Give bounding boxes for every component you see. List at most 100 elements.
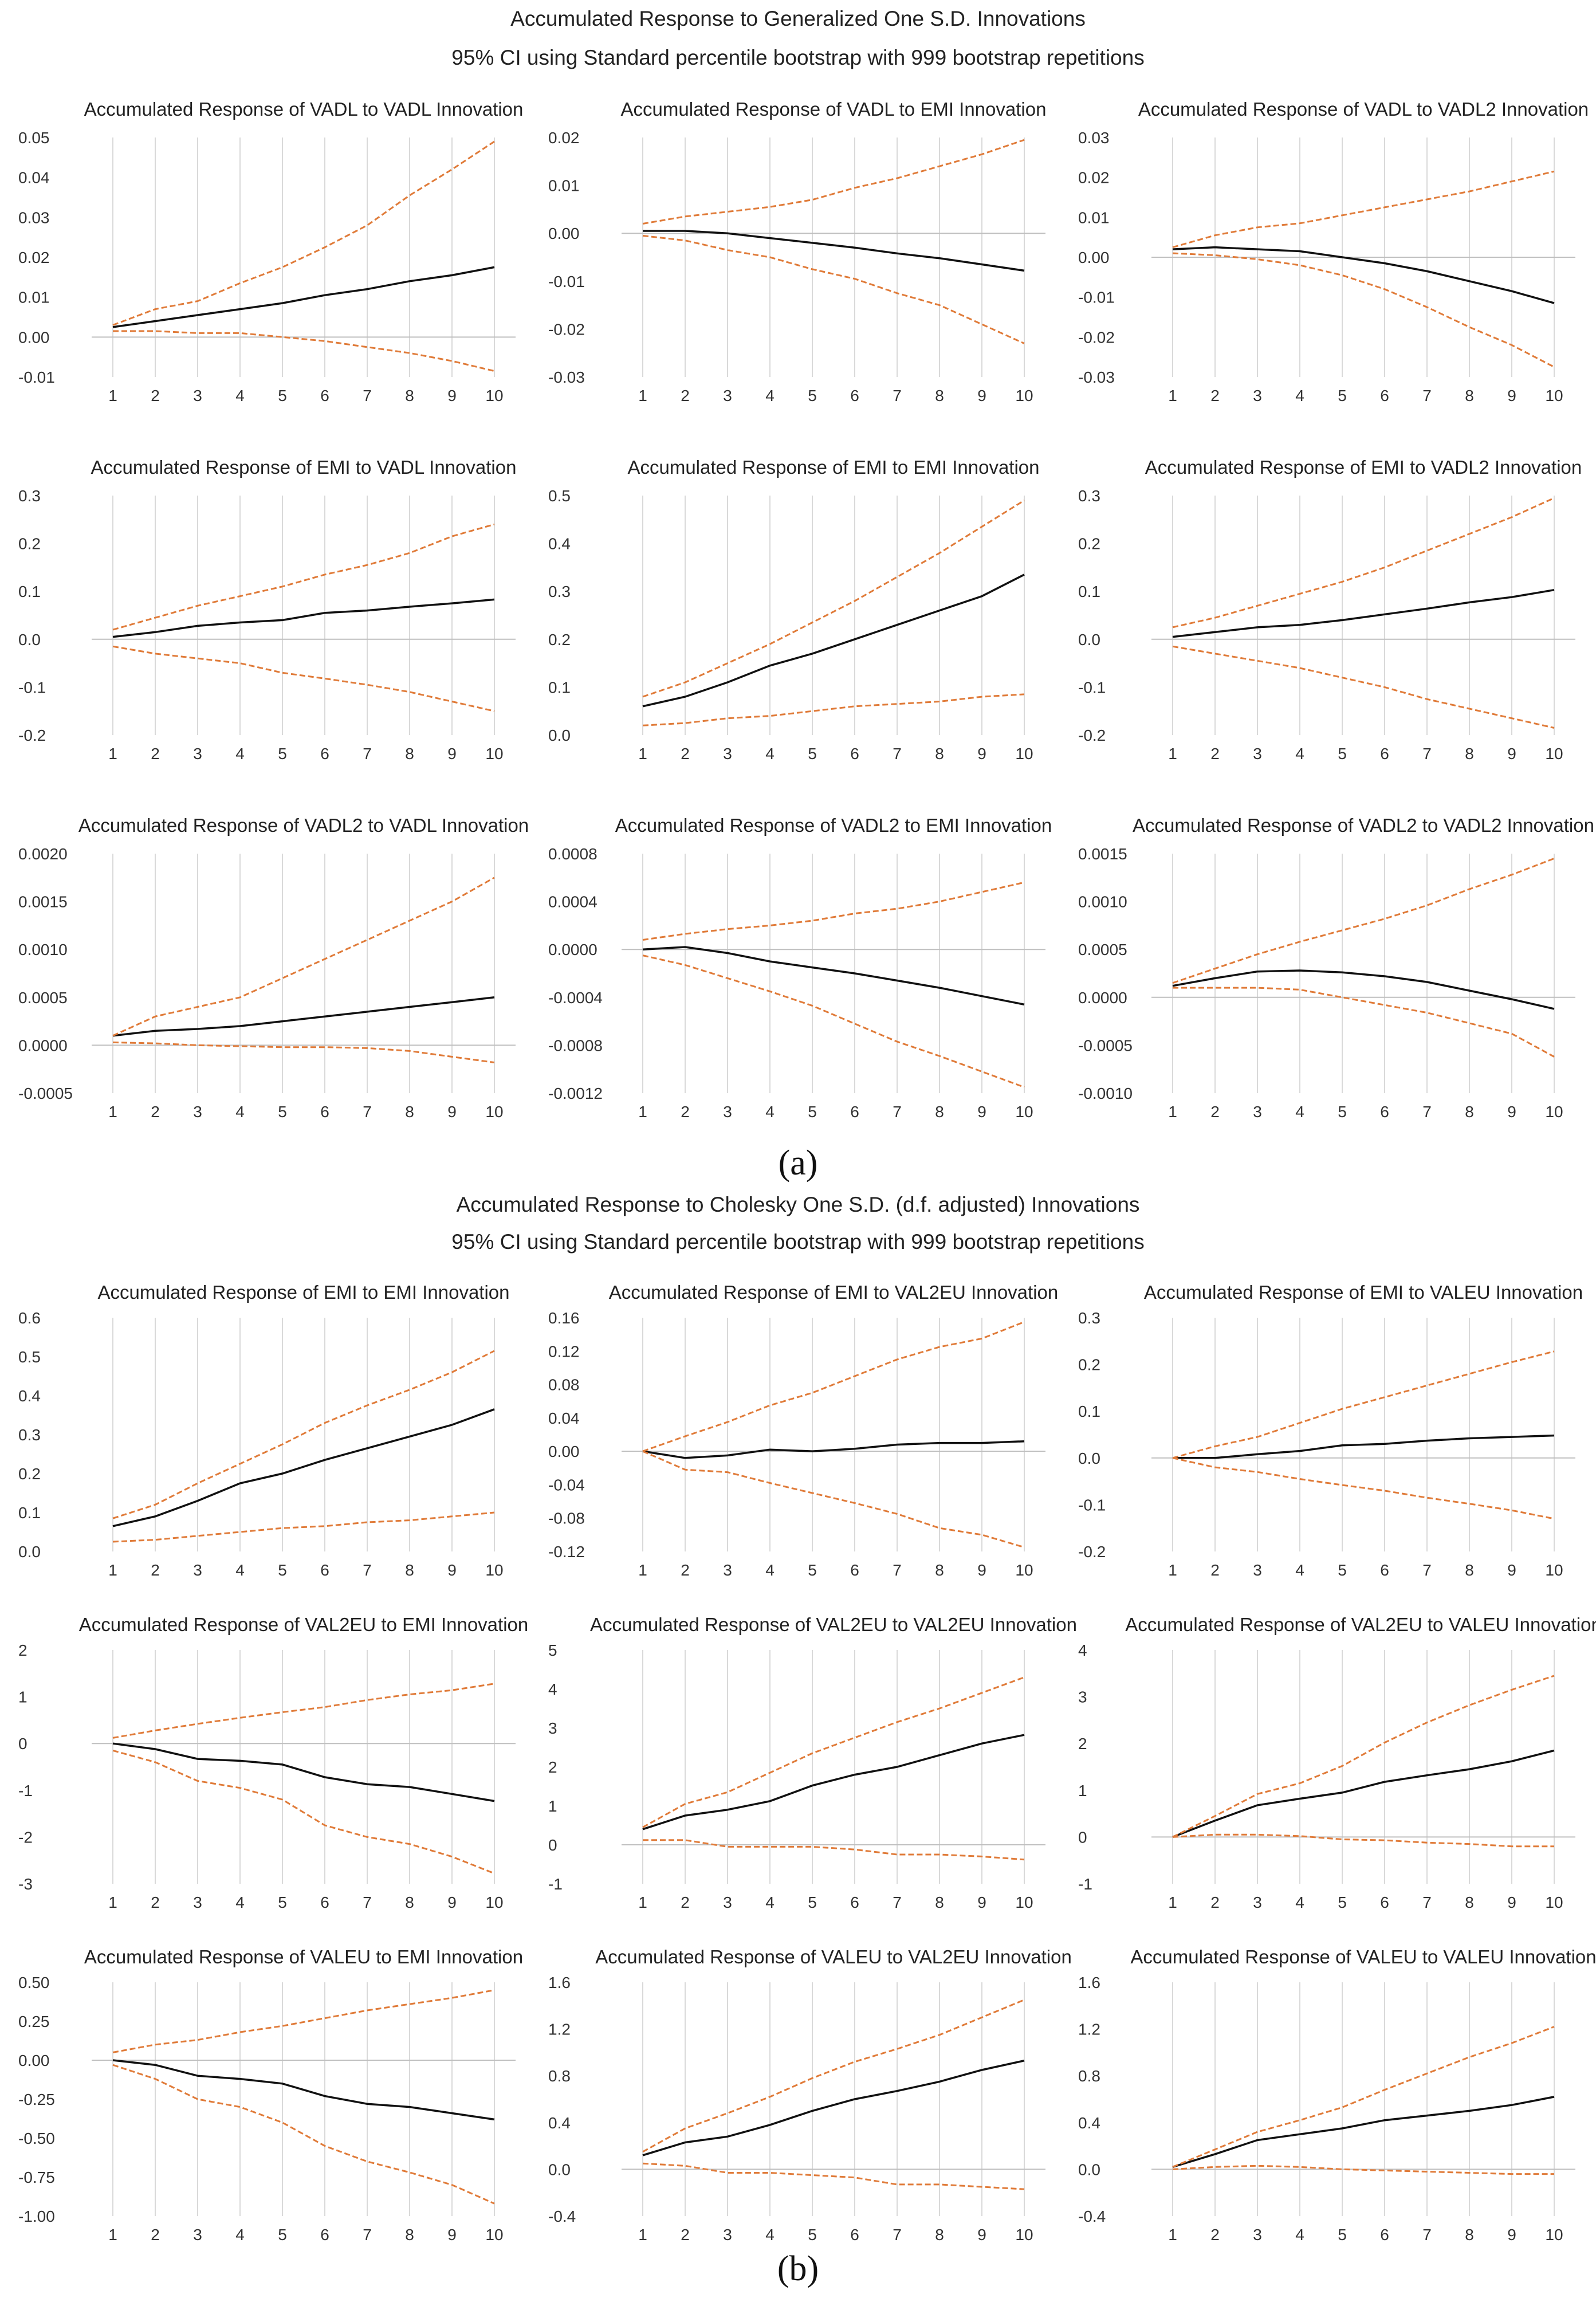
x-tick-label: 6 xyxy=(850,1893,859,1911)
x-tick-label: 6 xyxy=(850,2226,859,2244)
x-tick-label: 4 xyxy=(1295,1561,1304,1579)
series-line-upper xyxy=(642,1321,1025,1452)
series-line-lower xyxy=(112,1511,495,1543)
x-tick-label: 7 xyxy=(363,387,372,404)
x-tick-label: 6 xyxy=(320,1893,329,1911)
x-tick-label: 1 xyxy=(108,387,117,404)
y-tick-label: 0.2 xyxy=(1078,535,1100,553)
x-tick-label: 9 xyxy=(1507,387,1516,404)
x-tick-label: 6 xyxy=(320,745,329,763)
series-line-lower xyxy=(642,693,1025,726)
x-tick-label: 5 xyxy=(278,745,287,763)
y-tick-label: -1 xyxy=(18,1782,33,1800)
y-tick-label: 0.0020 xyxy=(18,845,68,863)
series-line-estimate xyxy=(642,946,1025,1006)
figure-heading-b-line1: Accumulated Response to Cholesky One S.D… xyxy=(456,1193,1140,1216)
x-tick-label: 10 xyxy=(485,1893,503,1911)
y-tick-label: 1 xyxy=(548,1797,557,1815)
series-line-upper xyxy=(112,1350,495,1519)
x-tick-label: 4 xyxy=(1295,1893,1304,1911)
series-line-upper xyxy=(112,877,495,1037)
y-tick-label: 0.5 xyxy=(18,1348,41,1366)
y-tick-label: -0.01 xyxy=(1078,289,1115,307)
x-tick-label: 10 xyxy=(485,2226,503,2244)
x-tick-label: 9 xyxy=(977,2226,986,2244)
x-tick-label: 5 xyxy=(1338,2226,1347,2244)
y-tick-label: 1.6 xyxy=(1078,1974,1100,1991)
x-tick-label: 8 xyxy=(405,2226,414,2244)
y-tick-label: -0.0012 xyxy=(548,1085,603,1102)
chart-svg: Accumulated Response of VALEU to VALEU I… xyxy=(1078,1946,1596,2244)
series-line-upper xyxy=(642,881,1025,941)
y-tick-label: 3 xyxy=(548,1719,557,1737)
x-tick-label: 7 xyxy=(893,1103,902,1121)
x-tick-label: 10 xyxy=(1545,2226,1563,2244)
x-tick-label: 10 xyxy=(1545,745,1563,763)
y-tick-label: -0.0005 xyxy=(18,1085,73,1102)
y-tick-label: 0.0 xyxy=(548,2160,571,2178)
chart-title: Accumulated Response of VAL2EU to VALEU … xyxy=(1125,1614,1596,1635)
x-tick-label: 7 xyxy=(1422,2226,1432,2244)
y-tick-label: 0.02 xyxy=(18,249,50,266)
chart-svg: Accumulated Response of EMI to EMI Innov… xyxy=(18,1282,510,1579)
y-tick-label: 0.0010 xyxy=(18,941,68,958)
y-tick-label: 0.1 xyxy=(548,678,571,696)
x-tick-label: 10 xyxy=(1015,1893,1033,1911)
y-tick-label: 0.0000 xyxy=(548,941,597,958)
x-tick-label: 9 xyxy=(447,745,457,763)
x-tick-label: 10 xyxy=(485,1103,503,1121)
x-tick-label: 6 xyxy=(320,387,329,404)
y-tick-label: 0.04 xyxy=(18,169,50,187)
x-tick-label: 4 xyxy=(235,2226,245,2244)
y-tick-label: 1.6 xyxy=(548,1974,571,1991)
x-tick-label: 6 xyxy=(850,1561,859,1579)
x-tick-label: 8 xyxy=(935,1103,944,1121)
y-tick-label: 0.01 xyxy=(18,289,50,307)
y-tick-label: 0.2 xyxy=(548,631,571,649)
series-line-estimate xyxy=(1173,1434,1555,1459)
x-tick-label: 6 xyxy=(1380,745,1389,763)
y-tick-label: 0.0005 xyxy=(18,989,68,1007)
y-tick-label: -0.4 xyxy=(1078,2207,1106,2225)
x-tick-label: 2 xyxy=(151,1103,160,1121)
y-tick-label: 0.3 xyxy=(18,1426,41,1444)
chart-svg: Accumulated Response of VADL2 to EMI Inn… xyxy=(548,815,1052,1121)
chart-svg: Accumulated Response of VADL to EMI Inno… xyxy=(548,99,1046,404)
x-tick-label: 3 xyxy=(1253,745,1262,763)
x-tick-label: 10 xyxy=(1015,2226,1033,2244)
chart-svg: Accumulated Response of VAL2EU to EMI In… xyxy=(18,1614,528,1911)
y-tick-label: 1.2 xyxy=(1078,2021,1100,2038)
chart-svg: Accumulated Response of VADL to VADL Inn… xyxy=(18,99,523,404)
y-tick-label: 0.0 xyxy=(548,726,571,744)
y-tick-label: 3 xyxy=(1078,1688,1087,1706)
y-tick-label: -0.0004 xyxy=(548,989,603,1007)
y-tick-label: 1.2 xyxy=(548,2021,571,2038)
x-tick-label: 6 xyxy=(320,2226,329,2244)
y-tick-label: -0.1 xyxy=(1078,678,1106,696)
x-tick-label: 5 xyxy=(808,745,817,763)
x-tick-label: 6 xyxy=(850,387,859,404)
x-tick-label: 9 xyxy=(1507,1893,1516,1911)
chart-title: Accumulated Response of VADL2 to VADL2 I… xyxy=(1133,815,1594,836)
x-tick-label: 1 xyxy=(638,387,647,404)
x-tick-label: 4 xyxy=(1295,1103,1304,1121)
chart-svg: Accumulated Response of VADL2 to VADL In… xyxy=(18,815,529,1121)
x-tick-label: 7 xyxy=(363,1561,372,1579)
x-tick-label: 3 xyxy=(723,387,732,404)
x-tick-label: 9 xyxy=(977,745,986,763)
x-tick-label: 7 xyxy=(893,1893,902,1911)
series-line-lower xyxy=(113,330,495,372)
x-tick-label: 4 xyxy=(765,745,775,763)
y-tick-label: 4 xyxy=(1078,1641,1087,1659)
x-tick-label: 1 xyxy=(108,1103,117,1121)
y-tick-label: -0.50 xyxy=(18,2130,55,2147)
x-tick-label: 8 xyxy=(935,1893,944,1911)
x-tick-label: 9 xyxy=(1507,1103,1516,1121)
x-tick-label: 4 xyxy=(235,1893,245,1911)
chart-svg: Accumulated Response of EMI to VAL2EU In… xyxy=(548,1282,1058,1579)
x-tick-label: 1 xyxy=(638,2226,647,2244)
x-tick-label: 7 xyxy=(1422,745,1432,763)
x-tick-label: 9 xyxy=(977,1561,986,1579)
x-tick-label: 3 xyxy=(723,1103,732,1121)
y-tick-label: 0.0000 xyxy=(1078,989,1127,1007)
